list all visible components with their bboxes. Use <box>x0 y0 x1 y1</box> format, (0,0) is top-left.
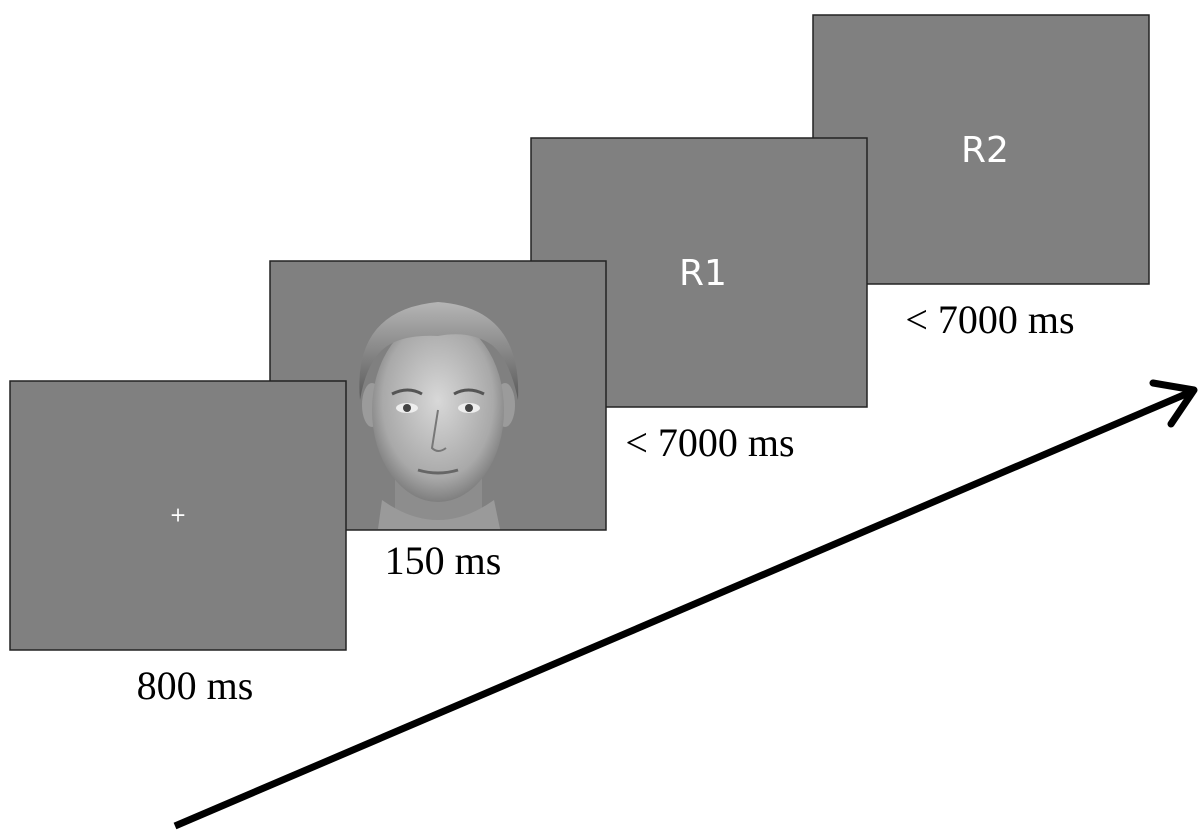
screen-text: R2 <box>961 130 1009 171</box>
duration-label: 800 ms <box>137 663 254 708</box>
screen-fixation: + <box>10 381 346 650</box>
fixation-cross: + <box>170 503 187 527</box>
duration-label: < 7000 ms <box>625 420 794 465</box>
screen-text: R1 <box>679 253 727 294</box>
duration-label: < 7000 ms <box>905 297 1074 342</box>
duration-label: 150 ms <box>385 538 502 583</box>
paradigm-diagram: R2 < 7000 ms R1 < 7000 ms 150 ms <box>0 0 1201 832</box>
